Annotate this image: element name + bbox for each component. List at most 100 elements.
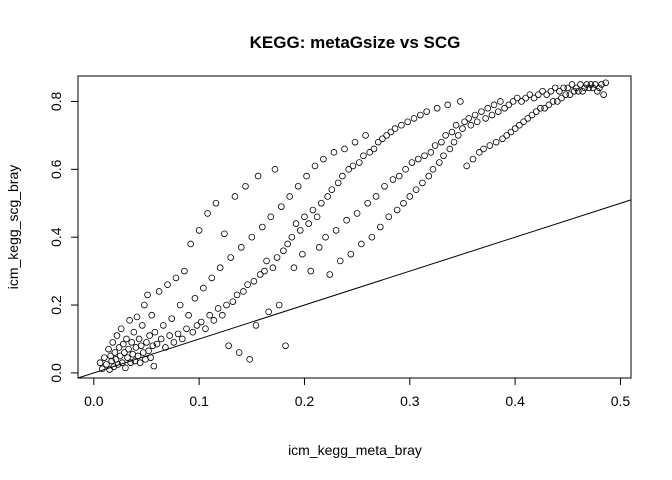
scatter-point	[181, 267, 188, 275]
scatter-point	[305, 220, 312, 227]
scatter-point	[410, 115, 418, 122]
scatter-point	[476, 149, 483, 156]
scatter-point	[191, 294, 199, 302]
scatter-point	[206, 311, 213, 319]
scatter-point	[400, 199, 407, 207]
scatter-point	[250, 277, 258, 285]
scatter-point	[587, 81, 595, 88]
scatter-point	[280, 247, 287, 255]
scatter-point	[535, 91, 542, 98]
scatter-point	[596, 84, 603, 92]
scatter-point	[572, 84, 580, 92]
scatter-point	[242, 182, 249, 190]
scatter-point	[389, 176, 397, 183]
scatter-point	[219, 311, 226, 319]
scatter-point	[539, 87, 546, 95]
scatter-point	[528, 111, 536, 119]
scatter-point	[162, 344, 169, 351]
scatter-point	[501, 104, 508, 112]
scatter-point	[492, 138, 500, 146]
scatter-point	[362, 132, 369, 139]
scatter-point	[290, 264, 298, 272]
scatter-point	[499, 135, 506, 143]
scatter-point	[473, 118, 481, 126]
scatter-point	[127, 359, 134, 367]
scatter-point	[579, 87, 586, 95]
scatter-point	[423, 108, 430, 115]
scatter-point	[214, 305, 222, 312]
scatter-point	[444, 101, 452, 109]
scatter-point	[377, 223, 384, 231]
scatter-point	[339, 172, 346, 180]
scatter-point	[541, 104, 548, 112]
scatter-point	[454, 132, 462, 139]
scatter-point	[355, 159, 363, 166]
scatter-point	[233, 291, 241, 299]
scatter-point	[457, 98, 464, 105]
scatter-point	[482, 115, 489, 122]
scatter-point	[366, 149, 374, 156]
scatter-point	[581, 84, 588, 92]
scatter-point	[433, 104, 441, 112]
scatter-point	[461, 118, 468, 126]
scatter-point	[427, 149, 435, 156]
scatter-point	[223, 301, 230, 309]
scatter-point	[115, 344, 123, 351]
scatter-point	[349, 162, 357, 170]
scatter-point	[299, 250, 306, 258]
scatter-point	[467, 121, 475, 129]
scatter-point	[602, 79, 610, 87]
scatter-point	[558, 94, 565, 102]
scatter-point	[486, 142, 494, 149]
scatter-point	[111, 349, 119, 356]
scatter-point	[117, 325, 125, 333]
scatter-point	[141, 301, 148, 309]
x-axis-label: icm_kegg_meta_bray	[288, 442, 422, 458]
scatter-point	[136, 359, 144, 367]
scatter-point	[395, 172, 403, 180]
scatter-point	[137, 342, 145, 350]
scatter-point	[566, 91, 574, 98]
scatter-point	[303, 172, 310, 180]
scatter-point	[385, 213, 393, 221]
scatter-point	[107, 352, 114, 360]
scatter-point	[105, 345, 112, 353]
scatter-point	[148, 311, 156, 319]
scatter-point	[116, 352, 124, 360]
scatter-point	[324, 193, 331, 200]
scatter-point	[113, 332, 121, 339]
scatter-point	[275, 301, 283, 309]
scatter-point	[143, 339, 150, 346]
scatter-point	[387, 128, 395, 136]
scatter-point	[383, 132, 390, 139]
scatter-point	[560, 84, 567, 92]
scatter-point	[547, 87, 555, 95]
scatter-point	[526, 91, 534, 98]
scatter-point	[543, 91, 551, 98]
scatter-point	[417, 111, 424, 119]
x-tick-label: 0.4	[505, 393, 525, 409]
x-tick-label: 0.0	[84, 393, 104, 409]
scatter-point	[235, 349, 243, 356]
scatter-point	[273, 254, 281, 261]
scatter-point	[372, 193, 380, 200]
scatter-point	[155, 288, 163, 295]
scatter-point	[320, 155, 327, 163]
scatter-point	[551, 84, 559, 92]
scatter-point	[296, 227, 304, 234]
scatter-point	[157, 335, 165, 343]
scatter-point	[168, 315, 176, 322]
scatter-point	[288, 233, 296, 241]
scatter-point	[412, 186, 420, 193]
y-tick-label: 0.0	[48, 363, 64, 383]
scatter-point	[286, 193, 294, 200]
scatter-point	[593, 87, 601, 95]
scatter-point	[248, 233, 256, 241]
y-tick-label: 0.6	[48, 159, 64, 179]
scatter-point	[414, 155, 422, 163]
scatter-point	[103, 361, 110, 368]
scatter-point	[229, 298, 237, 305]
scatter-point	[524, 115, 532, 122]
scatter-point	[379, 135, 386, 143]
